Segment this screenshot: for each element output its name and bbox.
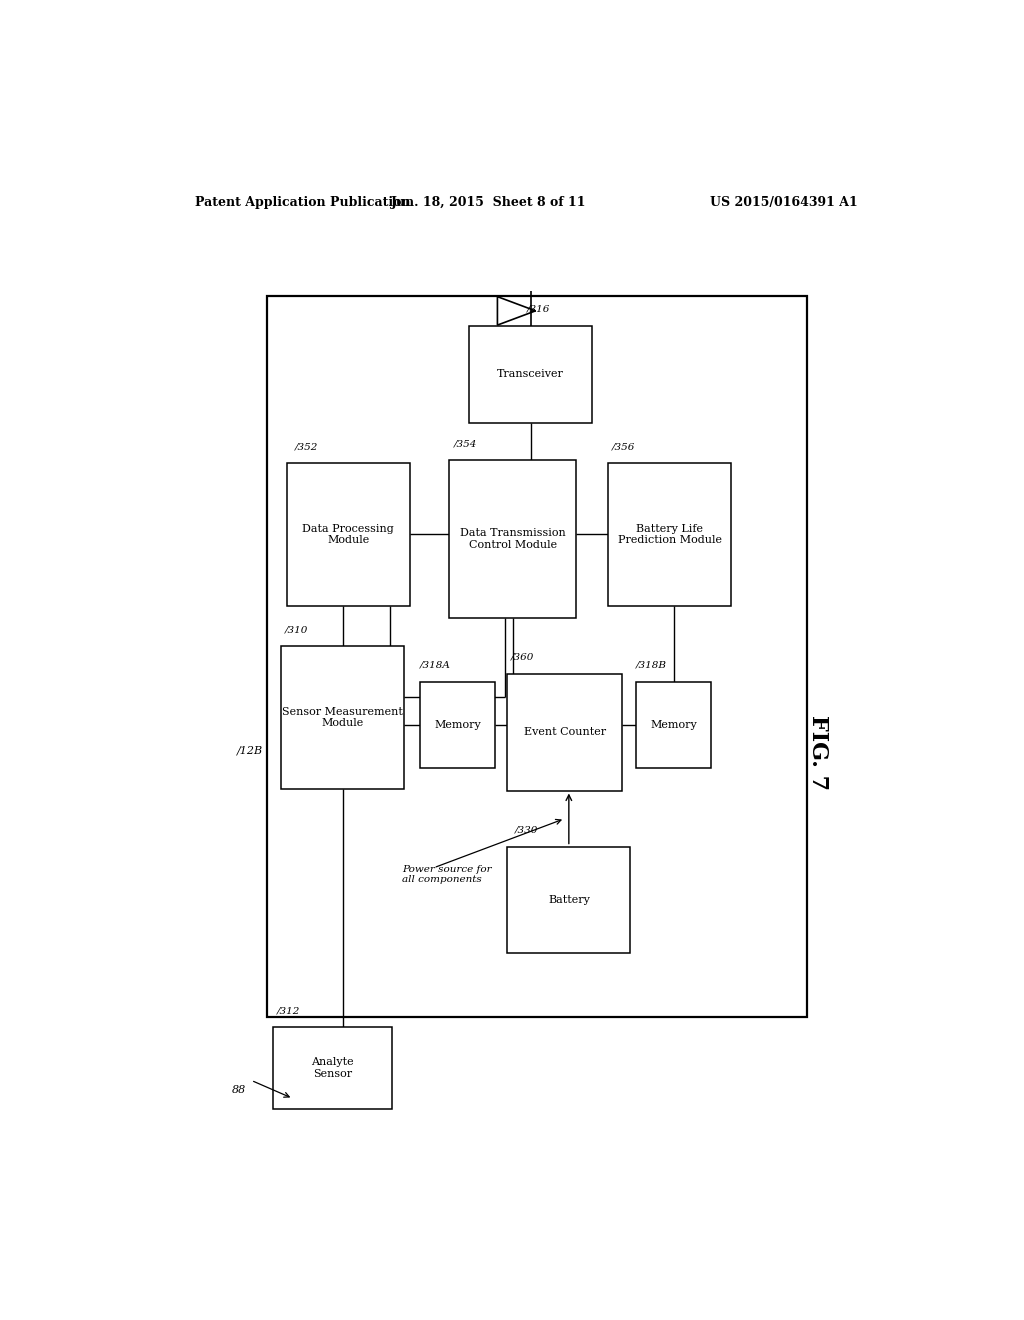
Text: /356: /356 — [612, 442, 636, 451]
Bar — [420, 682, 496, 768]
Text: /352: /352 — [295, 442, 318, 451]
Text: /316: /316 — [526, 305, 550, 314]
Text: FIG. 7: FIG. 7 — [808, 715, 829, 791]
Text: Memory: Memory — [650, 719, 697, 730]
Text: /318B: /318B — [636, 660, 667, 669]
Text: /318A: /318A — [420, 660, 451, 669]
Bar — [469, 326, 592, 422]
Text: Data Processing
Module: Data Processing Module — [302, 524, 394, 545]
Bar — [608, 463, 731, 606]
Bar — [636, 682, 712, 768]
Text: Sensor Measurement
Module: Sensor Measurement Module — [283, 706, 403, 729]
Bar — [267, 296, 807, 1018]
Text: 88: 88 — [232, 1085, 246, 1096]
Text: Event Counter: Event Counter — [524, 727, 606, 737]
Text: /312: /312 — [278, 1006, 301, 1015]
Text: Power source for
all components: Power source for all components — [401, 865, 492, 884]
Text: Battery Life
Prediction Module: Battery Life Prediction Module — [617, 524, 722, 545]
Text: /354: /354 — [454, 440, 477, 447]
Text: Patent Application Publication: Patent Application Publication — [196, 195, 411, 209]
Text: Analyte
Sensor: Analyte Sensor — [311, 1057, 354, 1078]
Text: US 2015/0164391 A1: US 2015/0164391 A1 — [711, 195, 858, 209]
Text: /330: /330 — [515, 825, 539, 834]
Text: /360: /360 — [511, 652, 535, 661]
Bar — [507, 846, 631, 953]
Text: Jun. 18, 2015  Sheet 8 of 11: Jun. 18, 2015 Sheet 8 of 11 — [391, 195, 587, 209]
Text: Data Transmission
Control Module: Data Transmission Control Module — [460, 528, 566, 550]
Text: /310: /310 — [285, 626, 308, 634]
Text: Battery: Battery — [548, 895, 590, 906]
Bar — [273, 1027, 392, 1109]
Bar — [287, 463, 410, 606]
Text: Transceiver: Transceiver — [498, 370, 564, 379]
Bar — [450, 461, 577, 618]
Bar — [507, 673, 623, 791]
Bar — [282, 647, 404, 788]
Text: Memory: Memory — [434, 719, 481, 730]
Text: /12B: /12B — [237, 746, 263, 755]
